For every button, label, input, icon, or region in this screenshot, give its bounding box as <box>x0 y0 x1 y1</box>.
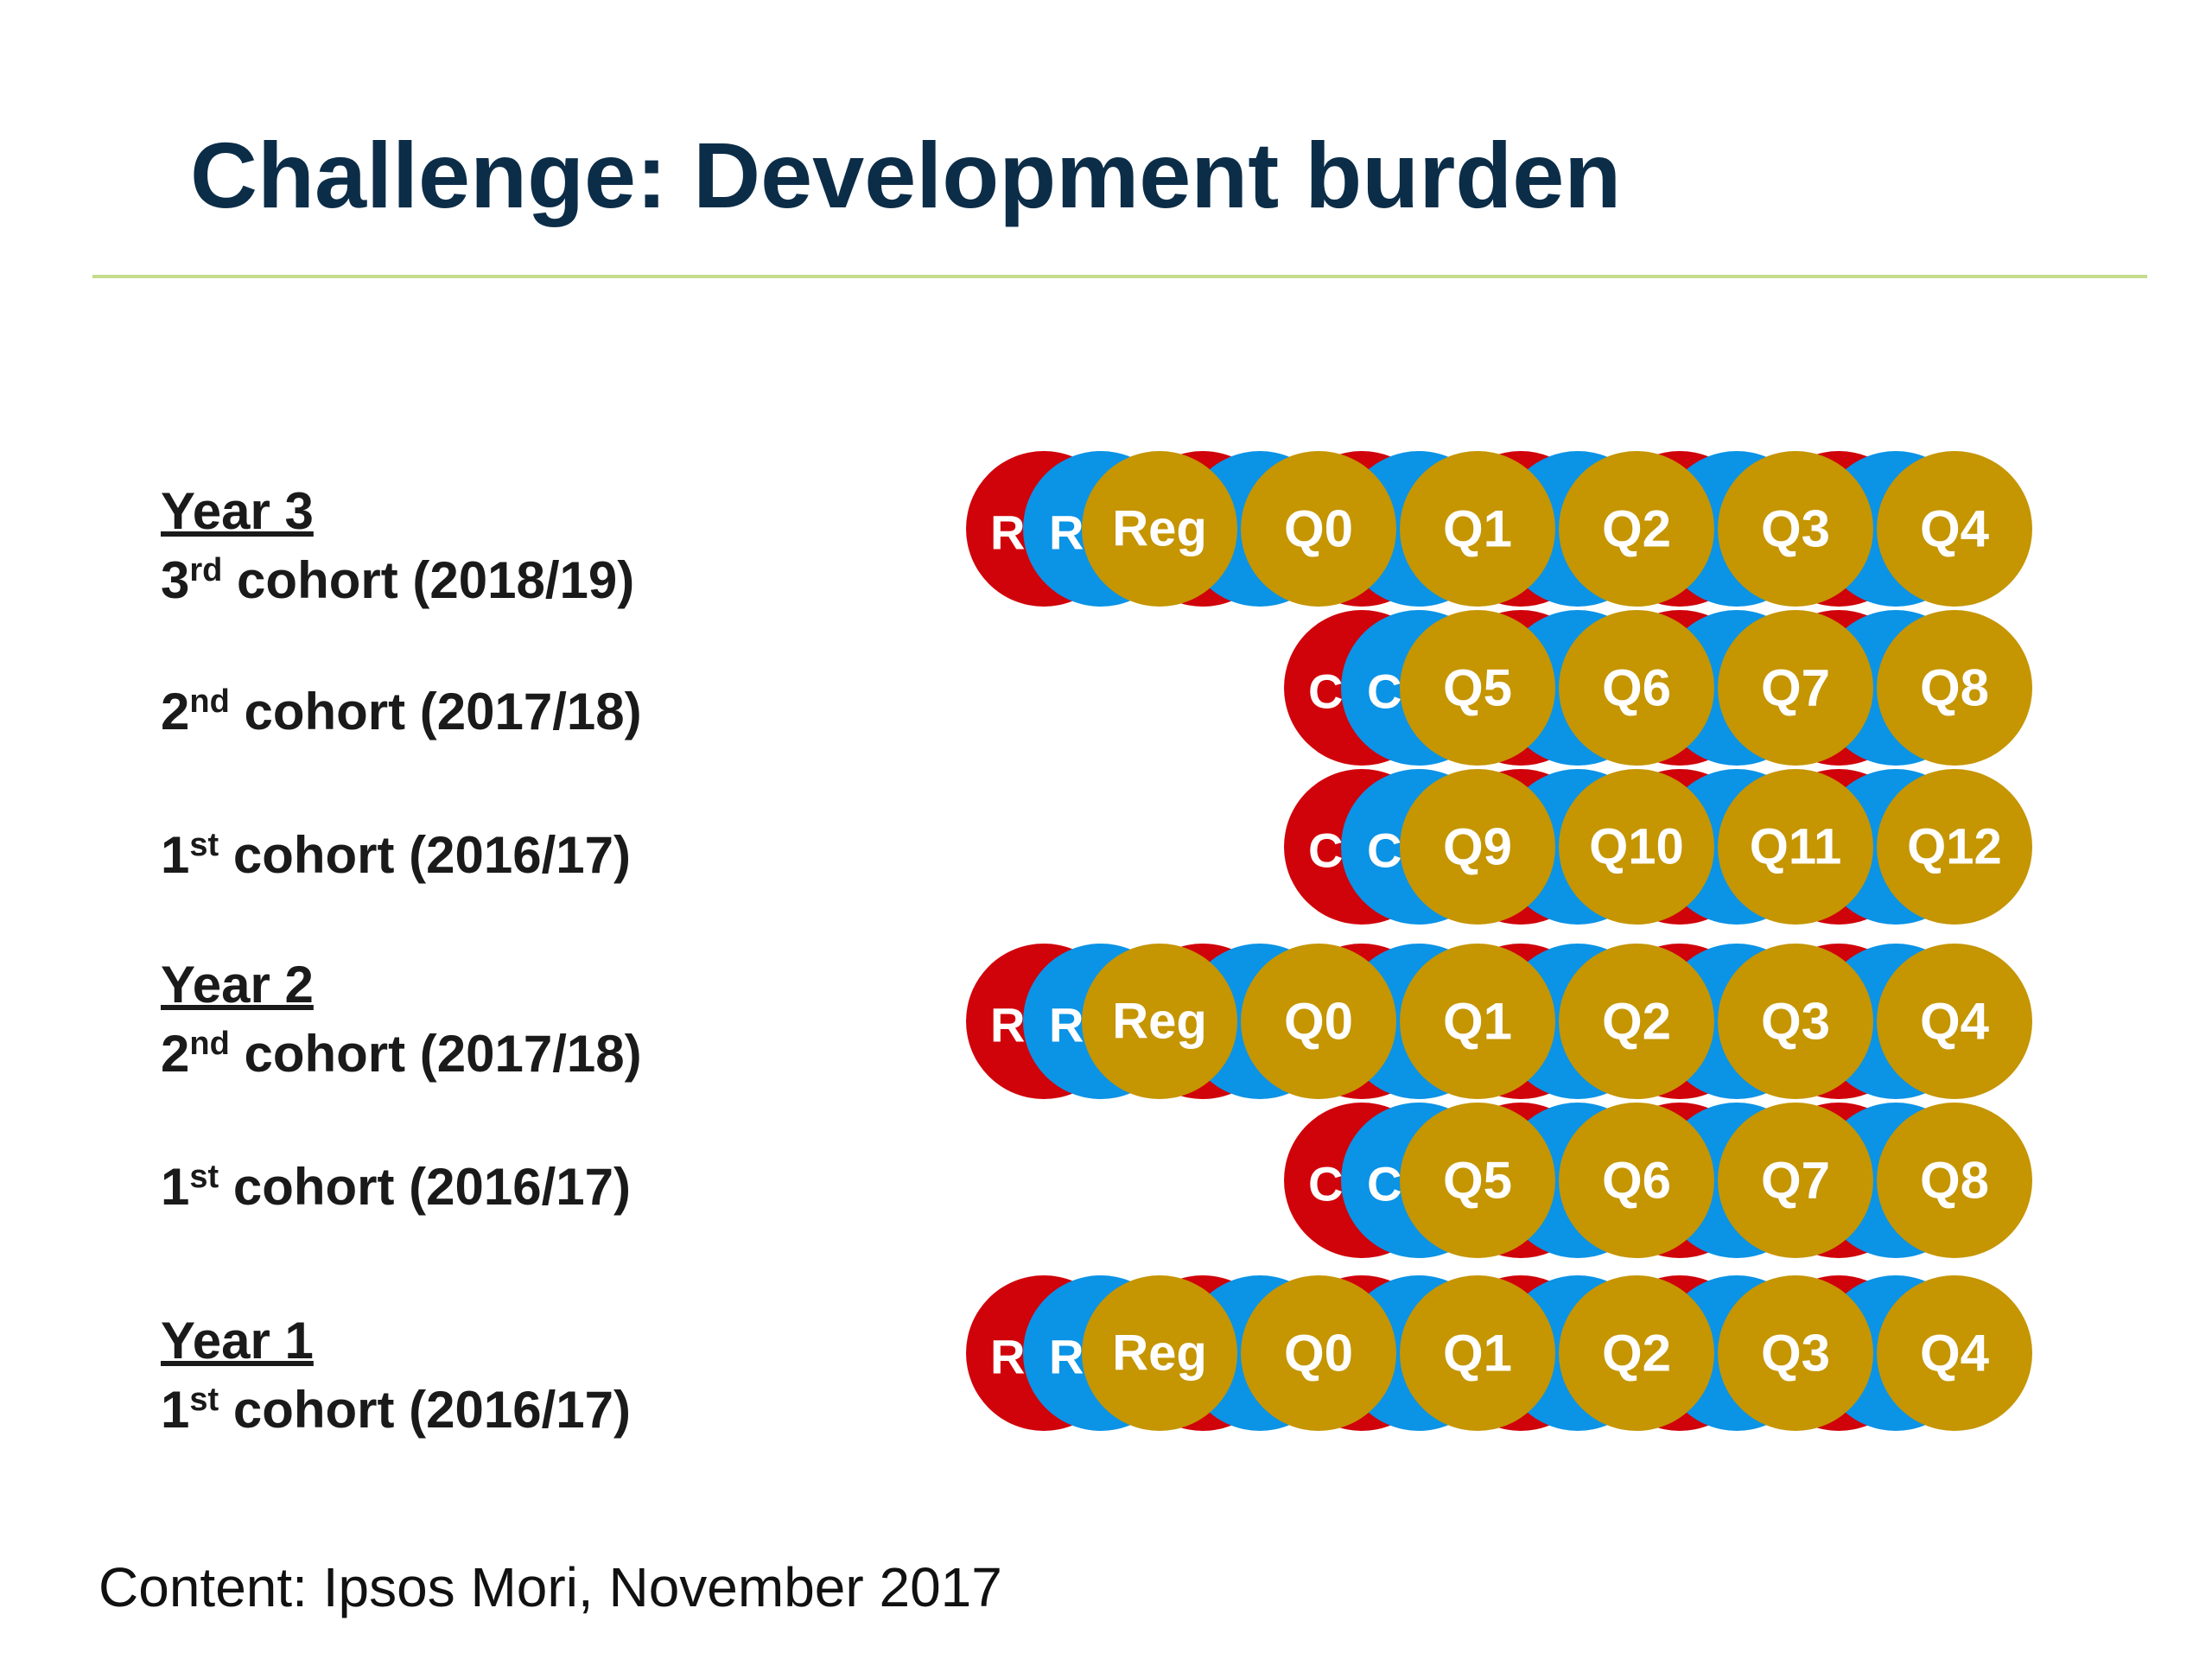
blue-bubble-label: C <box>1367 664 1402 719</box>
gold-bubble <box>1400 610 1555 766</box>
gold-bubble-label: Q4 <box>1920 1325 1990 1382</box>
gold-bubble <box>1400 769 1555 925</box>
red-bubble-label: C <box>1308 1157 1343 1211</box>
gold-bubble-label: Q11 <box>1750 819 1841 875</box>
gold-bubble <box>1718 1275 1873 1431</box>
cohort-label: 2nd cohort (2017/18) <box>161 1025 642 1083</box>
cohort-label: 2nd cohort (2017/18) <box>161 683 642 741</box>
gold-bubble <box>1718 610 1873 766</box>
title-divider <box>92 275 2147 278</box>
year-heading: Year 3 <box>161 482 314 540</box>
cohort-label: 1st cohort (2016/17) <box>161 1158 632 1216</box>
gold-bubble <box>1718 451 1873 607</box>
gold-bubble-label: Q4 <box>1920 500 1990 558</box>
gold-bubble <box>1877 944 2032 1099</box>
blue-bubble-label: C <box>1367 1157 1402 1211</box>
gold-bubble-label: Q7 <box>1761 659 1830 717</box>
gold-bubble-label: Q8 <box>1920 1152 1989 1210</box>
cohort-label: 1st cohort (2016/17) <box>161 826 632 884</box>
row-label-year2-cohort1: 1st cohort (2016/17) <box>161 1153 631 1222</box>
gold-bubble <box>1718 769 1873 925</box>
row-label-year3-cohort2: 2nd cohort (2017/18) <box>161 677 642 747</box>
gold-bubble <box>1241 451 1396 607</box>
gold-bubble <box>1400 1275 1555 1431</box>
gold-bubble-label: Q5 <box>1443 659 1512 717</box>
gold-bubble-label: Q1 <box>1443 993 1512 1051</box>
gold-bubble-label: Q3 <box>1761 993 1830 1051</box>
gold-bubble-label: Q4 <box>1920 993 1990 1051</box>
gold-bubble-label: Q7 <box>1761 1152 1830 1210</box>
red-bubble-label: R <box>990 1330 1025 1384</box>
blue-bubble-label: R <box>1049 998 1084 1052</box>
cohort-label: 3rd cohort (2018/19) <box>161 551 635 609</box>
gold-bubble-label: Q8 <box>1920 659 1989 717</box>
gold-bubble-label: Q0 <box>1284 500 1353 558</box>
gold-bubble <box>1241 944 1396 1099</box>
row-label-year3-cohort3: Year 3 3rd cohort (2018/19) <box>161 477 634 615</box>
gold-bubble <box>1559 944 1714 1099</box>
gold-bubble <box>1718 944 1873 1099</box>
gold-bubble-label: Q6 <box>1602 659 1671 717</box>
gold-bubble <box>1559 1275 1714 1431</box>
red-bubble-label: R <box>990 505 1025 560</box>
gold-bubble-label: Q0 <box>1284 1325 1353 1382</box>
gold-bubble-label: Q3 <box>1761 1325 1830 1382</box>
gold-bubble-label: Q2 <box>1602 993 1671 1051</box>
gold-bubble <box>1241 1275 1396 1431</box>
blue-bubble-label: C <box>1367 823 1402 878</box>
gold-bubble <box>1877 1275 2032 1431</box>
gold-bubble-label: Q3 <box>1761 500 1830 558</box>
gold-bubble <box>1559 1103 1714 1258</box>
gold-bubble <box>1877 610 2032 766</box>
gold-bubble <box>1400 944 1555 1099</box>
year-heading: Year 2 <box>161 956 314 1014</box>
slide-title: Challenge: Development burden <box>190 123 1622 227</box>
gold-bubble-label: Q2 <box>1602 500 1671 558</box>
blue-bubble-label: R <box>1049 1330 1084 1384</box>
gold-bubble-label: Q10 <box>1589 819 1684 875</box>
gold-bubble-label: Reg <box>1112 1325 1207 1382</box>
year-heading: Year 1 <box>161 1312 314 1370</box>
gold-bubble <box>1082 944 1237 1099</box>
gold-bubble <box>1559 610 1714 766</box>
gold-bubble-label: Q2 <box>1602 1325 1671 1382</box>
gold-bubble <box>1559 769 1714 925</box>
gold-bubble <box>1877 451 2032 607</box>
gold-bubble <box>1718 1103 1873 1258</box>
gold-bubble <box>1877 769 2032 925</box>
cohort-label: 1st cohort (2016/17) <box>161 1381 632 1439</box>
gold-bubble-label: Q0 <box>1284 993 1353 1051</box>
source-footer: Content: Ipsos Mori, November 2017 <box>99 1556 1002 1618</box>
gold-bubble <box>1400 1103 1555 1258</box>
gold-bubble <box>1877 1103 2032 1258</box>
gold-bubble-label: Q5 <box>1443 1152 1512 1210</box>
gold-bubble <box>1559 451 1714 607</box>
gold-bubble-label: Q6 <box>1602 1152 1671 1210</box>
gold-bubble-label: Reg <box>1112 994 1207 1050</box>
row-label-year1-cohort1: Year 1 1st cohort (2016/17) <box>161 1306 631 1445</box>
gold-bubble-label: Reg <box>1112 501 1207 557</box>
blue-bubble-label: R <box>1049 505 1084 560</box>
gold-bubble-label: Q9 <box>1443 818 1512 876</box>
gold-bubble <box>1400 451 1555 607</box>
gold-bubble <box>1082 1275 1237 1431</box>
gold-bubble <box>1082 451 1237 607</box>
gold-bubble-label: Q1 <box>1443 500 1512 558</box>
gold-bubble-label: Q12 <box>1907 819 2002 875</box>
red-bubble-label: C <box>1308 823 1343 878</box>
row-label-year2-cohort2: Year 2 2nd cohort (2017/18) <box>161 950 642 1089</box>
row-label-year3-cohort1: 1st cohort (2016/17) <box>161 821 631 890</box>
red-bubble-label: R <box>990 998 1025 1052</box>
gold-bubble-label: Q1 <box>1443 1325 1512 1382</box>
red-bubble-label: C <box>1308 664 1343 719</box>
